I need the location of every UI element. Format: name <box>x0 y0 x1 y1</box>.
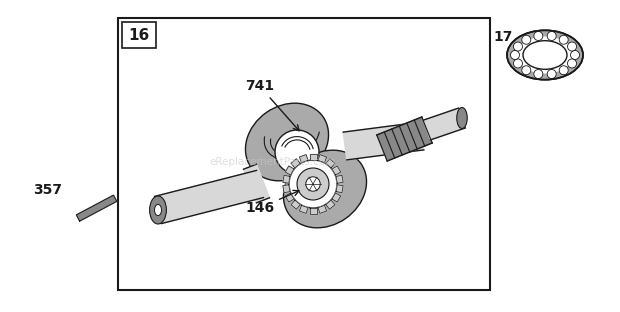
Polygon shape <box>283 175 290 183</box>
Circle shape <box>567 42 577 51</box>
Text: 357: 357 <box>33 183 63 197</box>
Polygon shape <box>326 159 335 168</box>
Circle shape <box>559 35 568 44</box>
Polygon shape <box>318 205 327 213</box>
Circle shape <box>275 130 319 174</box>
Ellipse shape <box>523 41 567 69</box>
Circle shape <box>522 35 531 44</box>
Polygon shape <box>326 200 335 209</box>
Circle shape <box>547 32 556 41</box>
Polygon shape <box>283 185 290 193</box>
Circle shape <box>547 70 556 79</box>
Polygon shape <box>76 195 117 221</box>
Circle shape <box>570 51 580 60</box>
Polygon shape <box>318 155 327 163</box>
Circle shape <box>513 59 523 68</box>
Polygon shape <box>377 117 432 161</box>
Ellipse shape <box>283 150 366 228</box>
Text: 16: 16 <box>128 27 149 42</box>
Circle shape <box>297 168 329 200</box>
Text: 146: 146 <box>245 190 299 215</box>
Polygon shape <box>343 122 424 160</box>
Polygon shape <box>309 208 316 214</box>
Circle shape <box>513 42 523 51</box>
Polygon shape <box>423 108 466 140</box>
Polygon shape <box>291 200 300 209</box>
Polygon shape <box>285 193 294 202</box>
Polygon shape <box>336 185 343 193</box>
Polygon shape <box>244 164 270 203</box>
Ellipse shape <box>149 196 166 224</box>
Text: 17: 17 <box>494 30 513 44</box>
Circle shape <box>534 32 543 41</box>
Circle shape <box>534 70 543 79</box>
Circle shape <box>306 177 320 191</box>
Polygon shape <box>291 159 300 168</box>
Polygon shape <box>332 193 341 202</box>
Polygon shape <box>154 170 264 224</box>
Text: 741: 741 <box>245 79 299 131</box>
Ellipse shape <box>246 103 329 181</box>
Polygon shape <box>332 166 341 175</box>
Bar <box>118 18 490 290</box>
Circle shape <box>559 66 568 75</box>
Circle shape <box>567 59 577 68</box>
Ellipse shape <box>516 37 574 74</box>
Text: eReplacementParts.com: eReplacementParts.com <box>210 157 336 167</box>
Polygon shape <box>336 175 343 183</box>
Circle shape <box>522 66 531 75</box>
Ellipse shape <box>507 30 583 80</box>
Bar <box>122 22 156 48</box>
Polygon shape <box>309 154 316 160</box>
Circle shape <box>510 51 520 60</box>
Polygon shape <box>285 166 294 175</box>
Polygon shape <box>299 205 308 213</box>
Circle shape <box>289 160 337 208</box>
Polygon shape <box>299 155 308 163</box>
Ellipse shape <box>154 204 161 216</box>
Ellipse shape <box>457 108 467 129</box>
